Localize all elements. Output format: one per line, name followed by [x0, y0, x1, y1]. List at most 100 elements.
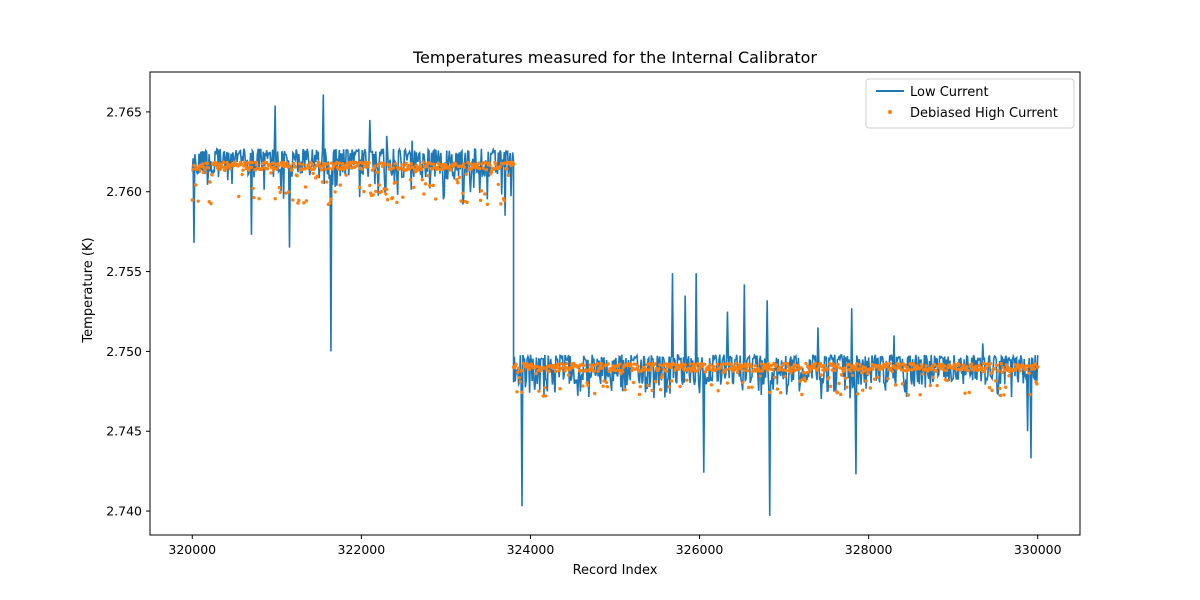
- data-point: [827, 375, 831, 380]
- data-point: [715, 362, 719, 366]
- data-point: [917, 367, 922, 371]
- data-point: [461, 162, 466, 166]
- data-point: [966, 368, 971, 373]
- data-point: [511, 162, 516, 166]
- data-point: [796, 363, 801, 368]
- x-tick-label: 324000: [507, 542, 555, 557]
- data-point: [563, 369, 567, 373]
- data-point: [825, 367, 829, 371]
- data-point: [932, 362, 937, 367]
- data-point: [308, 165, 312, 170]
- data-point: [466, 160, 470, 165]
- data-point: [215, 166, 220, 170]
- data-point: [337, 161, 342, 165]
- data-point: [890, 369, 895, 374]
- data-point: [557, 368, 561, 373]
- data-point: [951, 366, 955, 371]
- data-point: [653, 362, 657, 366]
- data-point: [954, 364, 958, 368]
- data-point: [876, 375, 880, 379]
- data-point: [855, 392, 860, 396]
- data-point: [772, 361, 776, 366]
- data-point: [468, 162, 473, 166]
- data-point: [1033, 362, 1037, 366]
- legend-frame: [865, 78, 1075, 129]
- data-point: [492, 167, 496, 171]
- data-point: [506, 173, 511, 177]
- data-point: [595, 362, 599, 366]
- data-point: [942, 368, 946, 372]
- data-point: [661, 363, 665, 368]
- data-point: [249, 165, 254, 169]
- data-point: [421, 160, 425, 165]
- data-point: [769, 363, 774, 367]
- data-point: [317, 161, 321, 166]
- data-point: [618, 362, 622, 366]
- data-point: [683, 363, 687, 367]
- data-point: [536, 368, 540, 373]
- data-point: [353, 160, 358, 164]
- data-point: [521, 361, 526, 366]
- data-point: [768, 390, 772, 395]
- data-point: [400, 163, 404, 167]
- data-point: [895, 362, 900, 366]
- data-point: [885, 364, 889, 368]
- data-point: [324, 167, 328, 172]
- data-point: [859, 367, 863, 371]
- data-point: [601, 384, 605, 388]
- data-point: [710, 368, 714, 372]
- data-point: [860, 371, 864, 375]
- data-point: [907, 368, 911, 372]
- data-point: [291, 198, 295, 202]
- data-point: [426, 173, 430, 178]
- data-point: [483, 192, 487, 196]
- data-point: [785, 361, 790, 366]
- x-tick-label: 320000: [168, 542, 216, 557]
- data-point: [884, 361, 889, 366]
- data-point: [604, 363, 608, 367]
- data-point: [1021, 364, 1026, 368]
- data-point: [843, 366, 847, 370]
- data-point: [323, 162, 327, 166]
- data-point: [351, 160, 355, 165]
- data-point: [636, 369, 641, 373]
- data-point: [767, 365, 771, 369]
- data-point: [273, 197, 277, 201]
- data-point: [830, 368, 834, 372]
- data-point: [1008, 370, 1012, 374]
- data-point: [329, 197, 333, 201]
- x-axis-label: Record Index: [573, 563, 658, 578]
- data-point: [399, 166, 403, 170]
- data-point: [385, 198, 390, 202]
- data-point: [414, 163, 419, 167]
- data-point: [646, 383, 650, 388]
- data-point: [278, 190, 282, 194]
- data-point: [581, 384, 585, 388]
- data-point: [1028, 392, 1032, 397]
- data-point: [746, 369, 750, 373]
- data-point: [541, 394, 545, 398]
- data-point: [782, 361, 786, 366]
- data-point: [918, 393, 922, 397]
- data-point: [203, 167, 207, 172]
- legend-label-debiased-high-current: Debiased High Current: [910, 106, 1058, 121]
- data-point: [935, 383, 939, 388]
- x-tick-label: 328000: [845, 542, 893, 557]
- data-point: [1032, 367, 1037, 371]
- data-point: [376, 162, 380, 167]
- data-point: [637, 392, 642, 397]
- data-point: [750, 385, 754, 389]
- data-point: [657, 367, 661, 371]
- x-axis: 320000 322000 324000 326000 328000 330000: [168, 535, 1062, 557]
- data-point: [200, 162, 205, 166]
- data-point: [910, 368, 914, 372]
- data-point: [481, 166, 485, 170]
- data-point: [766, 362, 770, 366]
- data-point: [479, 189, 484, 193]
- data-point: [311, 171, 315, 176]
- data-point: [934, 369, 938, 374]
- data-point: [516, 366, 521, 370]
- data-point: [861, 388, 865, 392]
- y-tick-label: 2.745: [106, 424, 142, 439]
- data-point: [631, 380, 636, 385]
